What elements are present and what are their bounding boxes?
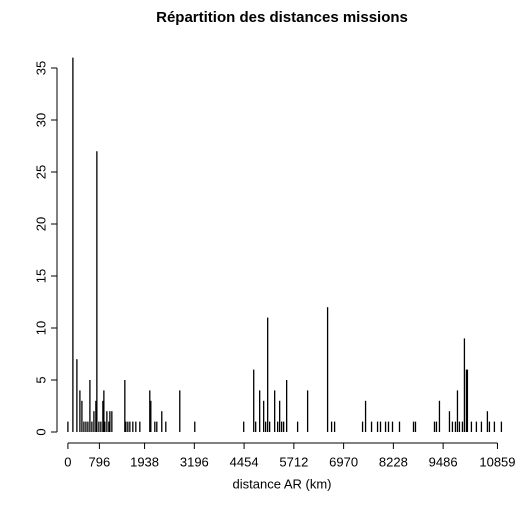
x-tick-label: 0 — [64, 454, 71, 469]
x-tick-label: 796 — [89, 454, 111, 469]
x-tick-label: 1938 — [130, 454, 159, 469]
y-tick-label: 20 — [33, 217, 48, 231]
x-tick-label: 3196 — [180, 454, 209, 469]
y-tick-label: 10 — [33, 321, 48, 335]
y-tick-label: 5 — [33, 376, 48, 383]
x-tick-label: 9486 — [429, 454, 458, 469]
y-tick-label: 30 — [33, 113, 48, 127]
x-tick-label: 4454 — [230, 454, 259, 469]
y-tick-label: 35 — [33, 61, 48, 75]
y-tick-label: 0 — [33, 428, 48, 435]
x-tick-label: 5712 — [279, 454, 308, 469]
y-tick-label: 15 — [33, 269, 48, 283]
chart-title: Répartition des distances missions — [156, 9, 408, 26]
x-tick-label: 10859 — [479, 454, 515, 469]
x-axis-label: distance AR (km) — [233, 476, 332, 491]
x-tick-label: 6970 — [329, 454, 358, 469]
y-tick-label: 25 — [33, 165, 48, 179]
x-tick-label: 8228 — [379, 454, 408, 469]
